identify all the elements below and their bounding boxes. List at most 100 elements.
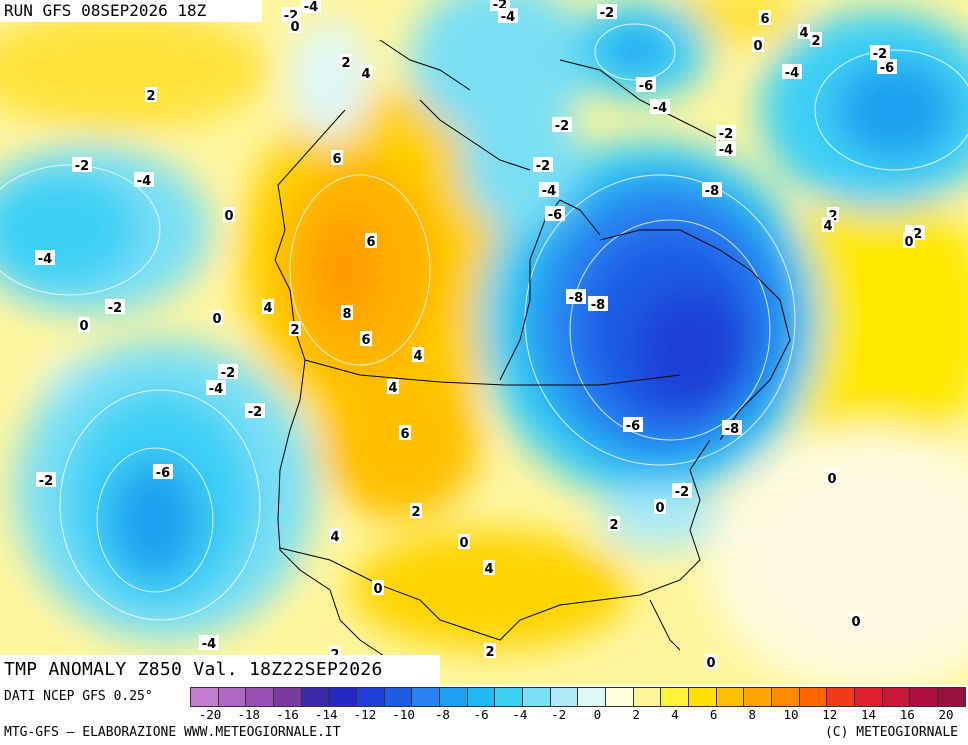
scale-tick-label: -4 bbox=[512, 707, 528, 722]
scale-tick-label: -18 bbox=[237, 707, 261, 722]
scale-swatch bbox=[191, 688, 219, 706]
isoline-label: 0 bbox=[705, 654, 717, 671]
scale-tick-label: 20 bbox=[938, 707, 954, 722]
scale-tick-label: 4 bbox=[671, 707, 679, 722]
svg-text:-2: -2 bbox=[719, 127, 733, 142]
isoline-label: 4 bbox=[387, 379, 399, 396]
isoline-label: -2 bbox=[597, 4, 617, 21]
svg-text:-4: -4 bbox=[202, 637, 216, 652]
isoline-label: 0 bbox=[850, 613, 862, 630]
svg-text:4: 4 bbox=[799, 26, 808, 41]
isoline-label: -4 bbox=[498, 8, 518, 25]
isoline-label: -2 bbox=[218, 364, 238, 381]
svg-text:-2: -2 bbox=[108, 301, 122, 316]
svg-text:-4: -4 bbox=[719, 143, 733, 158]
isoline-label: 2 bbox=[810, 32, 822, 49]
svg-text:2: 2 bbox=[485, 645, 494, 660]
isoline-label: -4 bbox=[206, 380, 226, 397]
svg-text:4: 4 bbox=[388, 381, 397, 396]
svg-text:-4: -4 bbox=[501, 10, 515, 25]
isoline-label: -2 bbox=[533, 157, 553, 174]
svg-text:0: 0 bbox=[655, 501, 664, 516]
scale-tick-label: 6 bbox=[709, 707, 718, 722]
isoline-label: -8 bbox=[722, 420, 742, 437]
isoline-label: -4 bbox=[199, 635, 219, 652]
isoline-label: -4 bbox=[134, 172, 154, 189]
scale-tick-label: -2 bbox=[551, 707, 567, 722]
svg-text:6: 6 bbox=[361, 333, 370, 348]
anomaly-map: -2 -4 0 -2 -4 -2 6 4 2 0 -2 -6 -4 2 4 2 -6 -4 -2 -2 -4 -2 -4 6-… bbox=[0, 0, 968, 685]
isoline-label: 2 bbox=[608, 516, 620, 533]
isoline-label: 0 bbox=[654, 499, 666, 516]
isoline-label: -2 bbox=[870, 45, 890, 62]
svg-text:-8: -8 bbox=[591, 298, 605, 313]
scale-swatch bbox=[744, 688, 773, 706]
isoline-label: -2 bbox=[245, 403, 265, 420]
svg-text:-6: -6 bbox=[156, 466, 170, 481]
scale-tick-label: 16 bbox=[899, 707, 915, 722]
isoline-label: 0 bbox=[826, 470, 838, 487]
isoline-label: 4 bbox=[329, 528, 341, 545]
svg-text:4: 4 bbox=[263, 301, 272, 316]
isoline-label: 4 bbox=[412, 347, 424, 364]
isoline-label: -2 bbox=[105, 299, 125, 316]
svg-text:2: 2 bbox=[146, 89, 155, 104]
isoline-label: -8 bbox=[702, 182, 722, 199]
svg-text:0: 0 bbox=[373, 582, 382, 597]
coastlines bbox=[274, 39, 791, 661]
scale-tick-label: -12 bbox=[353, 707, 377, 722]
isoline-label: -4 bbox=[650, 99, 670, 116]
svg-text:-4: -4 bbox=[137, 174, 151, 189]
isoline-label: -6 bbox=[636, 77, 656, 94]
isoline-label: 4 bbox=[798, 24, 810, 41]
scale-tick-label: -20 bbox=[198, 707, 222, 722]
svg-text:4: 4 bbox=[823, 219, 832, 234]
scale-tick-label: 14 bbox=[860, 707, 877, 722]
anomaly-field bbox=[0, 0, 968, 685]
isoline-label: -2 bbox=[716, 125, 736, 142]
svg-text:-6: -6 bbox=[548, 208, 562, 223]
svg-text:6: 6 bbox=[332, 152, 341, 167]
isoline-label: 6 bbox=[360, 331, 372, 348]
isoline-label: -4 bbox=[716, 141, 736, 158]
scale-swatch bbox=[523, 688, 551, 706]
color-scale bbox=[190, 687, 966, 707]
run-label: RUN GFS 08SEP2026 18Z bbox=[0, 0, 262, 22]
scale-swatch bbox=[440, 688, 468, 706]
svg-text:0: 0 bbox=[212, 312, 221, 327]
scale-swatch bbox=[578, 688, 607, 706]
isoline-label: 0 bbox=[903, 233, 915, 250]
isoline-label: 6 bbox=[399, 425, 411, 442]
isoline-label: -6 bbox=[153, 464, 173, 481]
map-title: TMP ANOMALY Z850 Val. 18Z22SEP2026 bbox=[0, 655, 440, 685]
svg-text:6: 6 bbox=[400, 427, 409, 442]
scale-tick-label: 2 bbox=[632, 707, 640, 722]
svg-text:-6: -6 bbox=[880, 61, 894, 76]
scale-swatch bbox=[661, 688, 690, 706]
svg-text:-4: -4 bbox=[209, 382, 223, 397]
scale-tick-label: 0 bbox=[593, 707, 602, 722]
scale-swatch bbox=[938, 688, 965, 706]
scale-swatch bbox=[412, 688, 441, 706]
isoline-label: 0 bbox=[78, 317, 90, 334]
svg-text:2: 2 bbox=[341, 56, 350, 71]
scale-swatch bbox=[495, 688, 524, 706]
scale-swatch bbox=[384, 688, 413, 706]
scale-tick-label: -10 bbox=[392, 707, 415, 722]
scale-tick-label: 8 bbox=[748, 707, 757, 722]
isoline-label: -6 bbox=[877, 59, 897, 76]
isoline-label: 2 bbox=[340, 54, 352, 71]
isoline-label: -6 bbox=[623, 417, 643, 434]
svg-text:4: 4 bbox=[330, 530, 339, 545]
isoline-label: 2 bbox=[484, 643, 496, 660]
footer: DATI NCEP GFS 0.25° -20 -18 -16 -14 -12 -10 -8… bbox=[0, 685, 968, 745]
scale-tick-label: -16 bbox=[276, 707, 299, 722]
isoline-label: -8 bbox=[566, 289, 586, 306]
scale-tick-label: -14 bbox=[314, 707, 338, 722]
scale-swatch bbox=[329, 688, 358, 706]
isoline-label: -8 bbox=[588, 296, 608, 313]
svg-text:4: 4 bbox=[413, 349, 422, 364]
svg-text:0: 0 bbox=[79, 319, 88, 334]
isoline-label: -4 bbox=[35, 250, 55, 267]
svg-text:-4: -4 bbox=[653, 101, 667, 116]
